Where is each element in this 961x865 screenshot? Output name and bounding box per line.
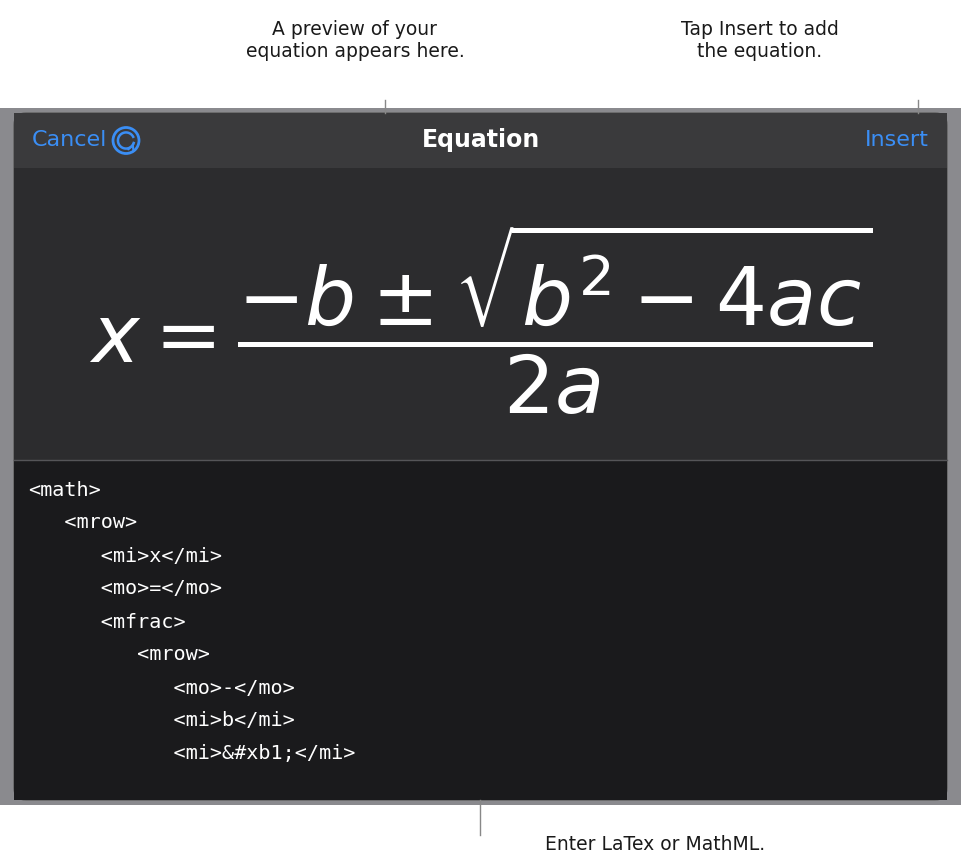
FancyBboxPatch shape	[14, 113, 947, 168]
Text: A preview of your: A preview of your	[273, 20, 437, 39]
Text: <mo>-</mo>: <mo>-</mo>	[28, 678, 295, 697]
Text: <mrow>: <mrow>	[28, 645, 209, 664]
Bar	[14, 168, 947, 460]
Text: <mfrac>: <mfrac>	[28, 612, 185, 631]
Text: Cancel: Cancel	[32, 131, 108, 151]
Text: <mi>&#xb1;</mi>: <mi>&#xb1;</mi>	[28, 745, 356, 764]
Text: <mi>x</mi>: <mi>x</mi>	[28, 547, 222, 566]
Text: $x = \dfrac{-b \pm \sqrt{b^2 - 4ac}}{2a}$: $x = \dfrac{-b \pm \sqrt{b^2 - 4ac}}{2a}…	[88, 221, 873, 417]
Text: <mi>b</mi>: <mi>b</mi>	[28, 712, 295, 731]
Text: equation appears here.: equation appears here.	[246, 42, 464, 61]
Bar	[0, 108, 961, 805]
Bar	[14, 460, 947, 800]
Text: <mo>=</mo>: <mo>=</mo>	[28, 580, 222, 599]
Text: Equation: Equation	[421, 129, 540, 152]
Text: the equation.: the equation.	[698, 42, 823, 61]
Text: Enter LaTex or MathML.: Enter LaTex or MathML.	[545, 836, 765, 855]
Text: Tap Insert to add: Tap Insert to add	[681, 20, 839, 39]
Text: Insert: Insert	[865, 131, 929, 151]
Text: <math>: <math>	[28, 480, 101, 499]
Text: <mrow>: <mrow>	[28, 514, 137, 533]
FancyBboxPatch shape	[14, 113, 947, 800]
